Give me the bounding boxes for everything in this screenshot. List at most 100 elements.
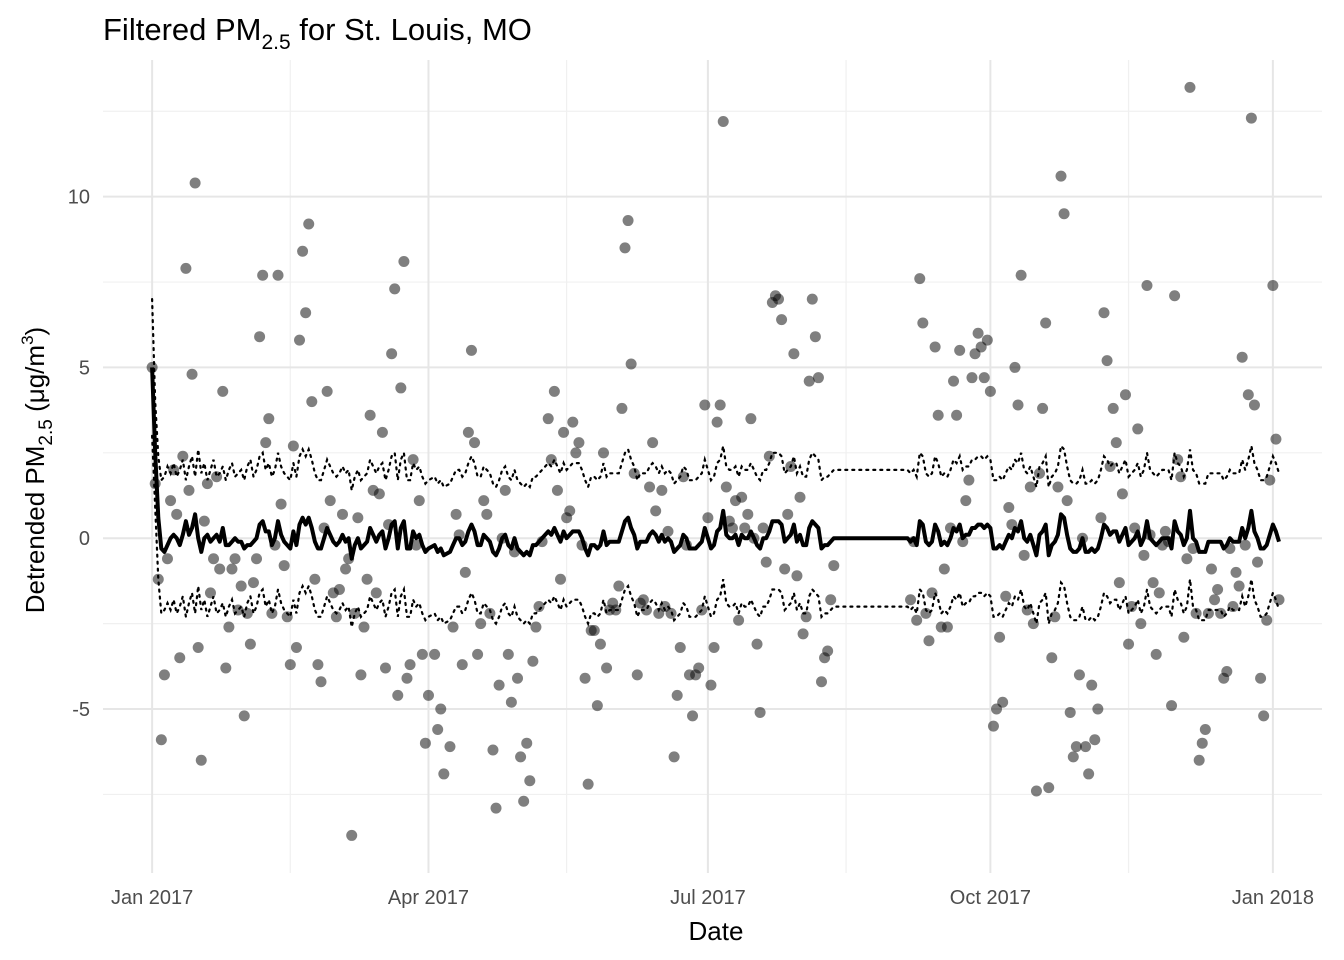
data-point	[822, 645, 834, 657]
data-point	[410, 539, 422, 551]
data-point	[364, 409, 376, 421]
data-point	[533, 601, 545, 613]
data-point	[241, 607, 253, 619]
data-point	[1166, 700, 1178, 712]
data-point	[601, 662, 613, 674]
data-point	[198, 515, 210, 527]
grid	[103, 60, 1322, 873]
data-point	[754, 706, 766, 718]
data-point	[1107, 402, 1119, 414]
data-point	[1230, 566, 1242, 578]
data-point	[548, 385, 560, 397]
data-point	[812, 372, 824, 384]
data-point	[997, 696, 1009, 708]
data-point	[573, 437, 585, 449]
data-point	[1095, 512, 1107, 524]
data-point	[650, 505, 662, 517]
x-tick-label: Jan 2017	[111, 887, 193, 909]
interval-line	[151, 298, 1281, 491]
data-point	[174, 652, 186, 664]
data-point	[300, 307, 312, 319]
data-point	[1264, 474, 1276, 486]
data-point	[1086, 679, 1098, 691]
data-point	[760, 556, 772, 568]
data-point	[1126, 601, 1138, 613]
data-point	[183, 484, 195, 496]
data-point	[358, 621, 370, 633]
data-point	[708, 642, 720, 654]
data-point	[290, 642, 302, 654]
data-point	[201, 478, 213, 490]
data-point	[398, 256, 410, 268]
data-point	[518, 795, 530, 807]
data-point	[478, 495, 490, 507]
data-point	[1202, 607, 1214, 619]
data-point	[619, 242, 631, 254]
data-point	[570, 447, 582, 459]
data-point	[960, 495, 972, 507]
data-point	[1080, 741, 1092, 753]
data-point	[911, 614, 923, 626]
data-point	[321, 385, 333, 397]
data-point	[1009, 361, 1021, 373]
data-point	[186, 368, 198, 380]
data-point	[1132, 423, 1144, 435]
data-point	[1083, 768, 1095, 780]
data-point	[386, 348, 398, 360]
data-point	[613, 580, 625, 592]
data-point	[447, 621, 459, 633]
data-point	[422, 689, 434, 701]
data-point	[1193, 754, 1205, 766]
data-point	[699, 399, 711, 411]
data-point	[1101, 355, 1113, 367]
data-point	[155, 734, 167, 746]
data-point	[828, 560, 840, 572]
data-point	[340, 563, 352, 575]
data-point	[1067, 751, 1079, 763]
data-point	[972, 327, 984, 339]
data-point	[1046, 652, 1058, 664]
data-point	[192, 642, 204, 654]
x-tick-label: Jan 2018	[1232, 887, 1314, 909]
data-point	[524, 775, 536, 787]
data-point	[981, 334, 993, 346]
data-point	[656, 484, 668, 496]
data-point	[757, 522, 769, 534]
data-point	[782, 508, 794, 520]
data-point	[1024, 481, 1036, 493]
data-point	[505, 696, 517, 708]
data-point	[1261, 614, 1273, 626]
data-point	[582, 778, 594, 790]
data-point	[987, 720, 999, 732]
data-point	[1135, 618, 1147, 630]
y-tick-label: -5	[72, 699, 90, 721]
data-point	[1116, 488, 1128, 500]
data-point	[1252, 556, 1264, 568]
data-point	[404, 659, 416, 671]
x-tick-label: Oct 2017	[950, 887, 1031, 909]
data-point	[702, 512, 714, 524]
data-point	[1242, 389, 1254, 401]
data-point	[1012, 399, 1024, 411]
data-point	[1255, 672, 1267, 684]
chart-title: Filtered PM2.5 for St. Louis, MO	[103, 12, 532, 54]
data-point	[502, 648, 514, 660]
data-point	[355, 669, 367, 681]
data-point	[674, 642, 686, 654]
data-point	[438, 768, 450, 780]
data-point	[204, 587, 216, 599]
data-point	[1245, 112, 1257, 124]
data-point	[800, 611, 812, 623]
data-point	[693, 662, 705, 674]
data-point	[929, 341, 941, 353]
data-point	[1212, 583, 1224, 595]
data-point	[1270, 433, 1282, 445]
data-point	[352, 512, 364, 524]
data-point	[938, 563, 950, 575]
data-point	[376, 426, 388, 438]
data-point	[551, 484, 563, 496]
interval-line	[151, 434, 1281, 628]
data-point	[303, 218, 315, 230]
data-point	[1092, 703, 1104, 715]
data-point	[472, 648, 484, 660]
